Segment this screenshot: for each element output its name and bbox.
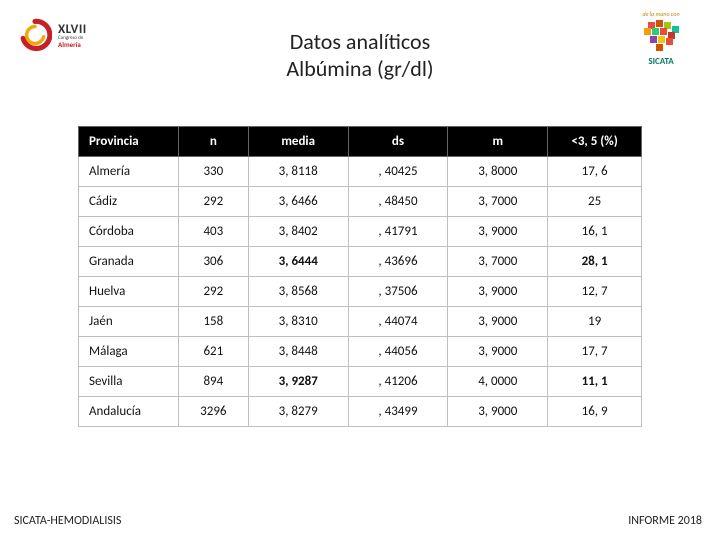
footer-right: INFORME 2018 [628, 514, 702, 528]
table-cell: , 44074 [348, 307, 448, 337]
table-cell: 3, 9000 [448, 217, 548, 247]
table-cell: 3, 8310 [248, 307, 348, 337]
table-header-row: Provincianmediadsm<3, 5 (%) [79, 127, 642, 157]
table-cell: , 43499 [348, 397, 448, 427]
table-cell: , 43696 [348, 247, 448, 277]
table-cell: 330 [178, 157, 248, 187]
table-cell: 17, 6 [548, 157, 642, 187]
table-row: Cádiz2923, 6466, 484503, 700025 [79, 187, 642, 217]
table-cell: 3, 8448 [248, 337, 348, 367]
table-cell: 158 [178, 307, 248, 337]
table-cell: , 40425 [348, 157, 448, 187]
heart-mosaic-icon [638, 18, 684, 54]
congress-roman: XLVII [58, 23, 87, 36]
table-cell: Cádiz [79, 187, 179, 217]
table-cell: 292 [178, 187, 248, 217]
table-cell: 621 [178, 337, 248, 367]
table-header-cell: m [448, 127, 548, 157]
table-cell: 17, 7 [548, 337, 642, 367]
table-cell: 403 [178, 217, 248, 247]
table-cell: 3, 9000 [448, 277, 548, 307]
table-cell: 3, 9000 [448, 397, 548, 427]
table-cell: , 41206 [348, 367, 448, 397]
table-cell: Almería [79, 157, 179, 187]
table-cell: Jaén [79, 307, 179, 337]
table-cell: 3, 7000 [448, 187, 548, 217]
table-cell: 4, 0000 [448, 367, 548, 397]
table-cell: 3, 8000 [448, 157, 548, 187]
table-cell: 19 [548, 307, 642, 337]
table-cell: 11, 1 [548, 367, 642, 397]
sicata-label: SICATA [626, 56, 696, 67]
table-header-cell: n [178, 127, 248, 157]
table-cell: 16, 9 [548, 397, 642, 427]
data-table-container: Provincianmediadsm<3, 5 (%) Almería3303,… [78, 126, 642, 427]
table-cell: 3, 7000 [448, 247, 548, 277]
table-cell: , 37506 [348, 277, 448, 307]
table-cell: , 41791 [348, 217, 448, 247]
table-row: Almería3303, 8118, 404253, 800017, 6 [79, 157, 642, 187]
table-row: Jaén1583, 8310, 440743, 900019 [79, 307, 642, 337]
table-cell: 3, 9000 [448, 307, 548, 337]
sicata-script: de la mano con [626, 10, 696, 18]
table-cell: 3, 8118 [248, 157, 348, 187]
table-cell: 3, 8402 [248, 217, 348, 247]
table-cell: Sevilla [79, 367, 179, 397]
table-row: Sevilla8943, 9287, 412064, 000011, 1 [79, 367, 642, 397]
footer-left: SICATA-HEMODIALISIS [14, 514, 121, 528]
table-cell: 3, 6466 [248, 187, 348, 217]
table-header-cell: <3, 5 (%) [548, 127, 642, 157]
table-cell: 3, 9287 [248, 367, 348, 397]
table-body: Almería3303, 8118, 404253, 800017, 6Cádi… [79, 157, 642, 427]
table-cell: 306 [178, 247, 248, 277]
table-cell: 3, 9000 [448, 337, 548, 367]
table-cell: , 44056 [348, 337, 448, 367]
table-cell: Córdoba [79, 217, 179, 247]
table-cell: 292 [178, 277, 248, 307]
table-cell: 3296 [178, 397, 248, 427]
table-cell: 3, 6444 [248, 247, 348, 277]
slide-title: Datos analíticos Albúmina (gr/dl) [286, 28, 433, 82]
table-row: Córdoba4033, 8402, 417913, 900016, 1 [79, 217, 642, 247]
table-header-cell: media [248, 127, 348, 157]
table-cell: 16, 1 [548, 217, 642, 247]
congress-logo: XLVII Congreso de Almería [18, 12, 158, 58]
title-line-2: Albúmina (gr/dl) [286, 55, 433, 82]
table-cell: Huelva [79, 277, 179, 307]
table-row: Málaga6213, 8448, 440563, 900017, 7 [79, 337, 642, 367]
table-cell: Málaga [79, 337, 179, 367]
table-cell: 894 [178, 367, 248, 397]
table-cell: , 48450 [348, 187, 448, 217]
swirl-icon [18, 18, 52, 52]
table-cell: 25 [548, 187, 642, 217]
table-cell: Granada [79, 247, 179, 277]
table-cell: 12, 7 [548, 277, 642, 307]
table-row: Andalucía32963, 8279, 434993, 900016, 9 [79, 397, 642, 427]
table-cell: 3, 8279 [248, 397, 348, 427]
table-cell: 3, 8568 [248, 277, 348, 307]
sicata-logo: de la mano con SICATA [626, 10, 696, 62]
title-line-1: Datos analíticos [286, 28, 433, 55]
table-cell: Andalucía [79, 397, 179, 427]
table-cell: 28, 1 [548, 247, 642, 277]
table-header-cell: Provincia [79, 127, 179, 157]
table-header-cell: ds [348, 127, 448, 157]
table-row: Huelva2923, 8568, 375063, 900012, 7 [79, 277, 642, 307]
table-row: Granada3063, 6444, 436963, 700028, 1 [79, 247, 642, 277]
albumin-table: Provincianmediadsm<3, 5 (%) Almería3303,… [78, 126, 642, 427]
congress-place: Almería [58, 41, 87, 48]
